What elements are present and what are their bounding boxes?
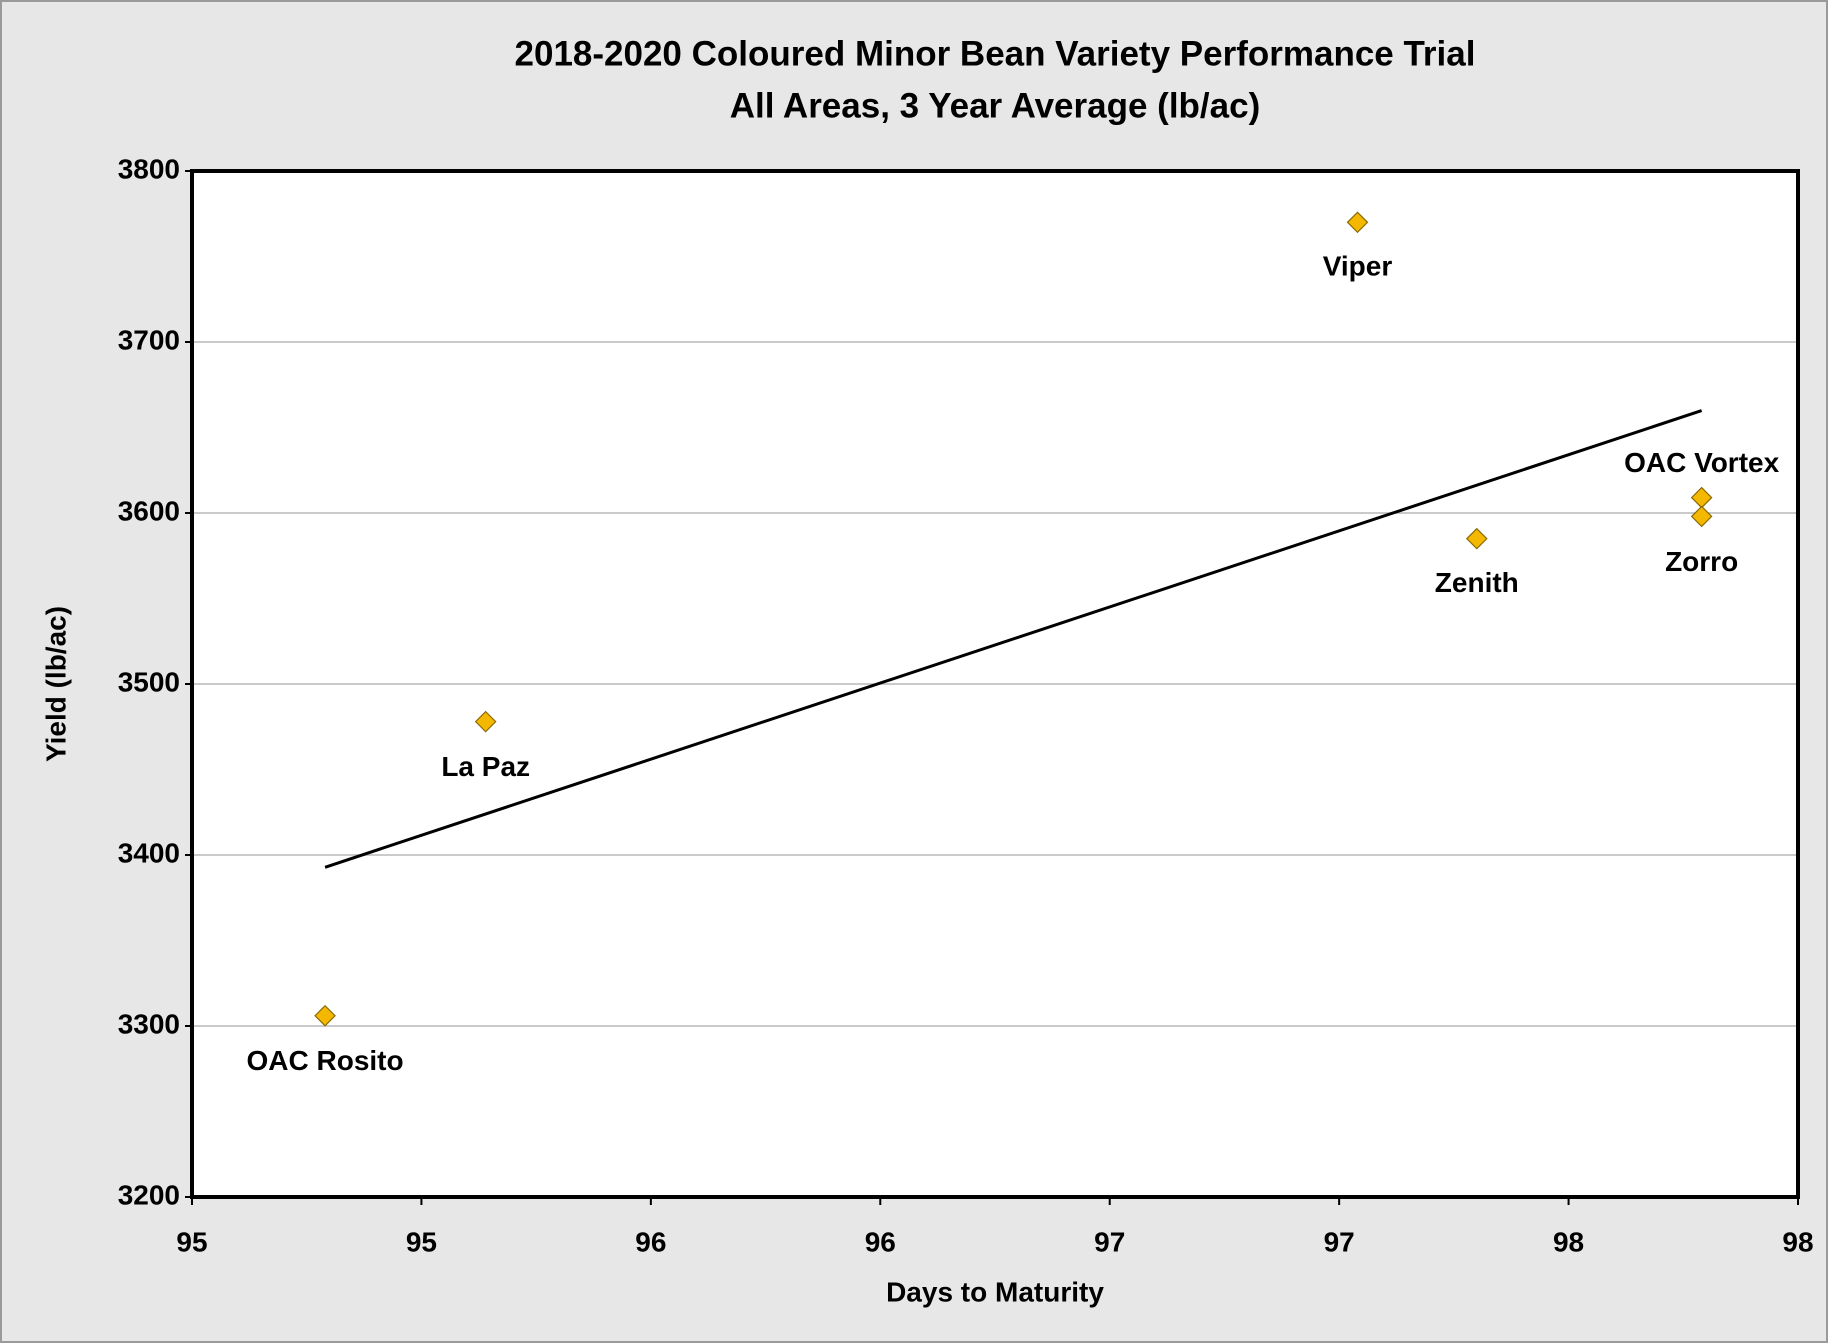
x-tick-label: 95 [176, 1226, 207, 1257]
y-axis-label: Yield (lb/ac) [40, 606, 71, 762]
y-tick-label: 3200 [118, 1179, 180, 1210]
x-tick-label: 97 [1324, 1226, 1355, 1257]
data-label: Viper [1323, 251, 1393, 282]
y-tick-label: 3600 [118, 495, 180, 526]
y-tick-label: 3300 [118, 1008, 180, 1039]
data-label: Zenith [1435, 567, 1519, 598]
y-tick-label: 3800 [118, 153, 180, 184]
chart-subtitle: All Areas, 3 Year Average (lb/ac) [730, 86, 1260, 125]
data-point [474, 710, 497, 733]
data-label: OAC Vortex [1624, 447, 1779, 478]
data-point [1346, 211, 1369, 234]
data-label: Zorro [1665, 546, 1738, 577]
data-label: La Paz [441, 751, 530, 782]
data-label: OAC Rosito [247, 1045, 404, 1076]
x-tick-label: 98 [1553, 1226, 1584, 1257]
x-tick-label: 96 [865, 1226, 896, 1257]
x-tick-label: 95 [406, 1226, 437, 1257]
x-tick-label: 98 [1782, 1226, 1813, 1257]
trendline [324, 409, 1703, 869]
plot-border [190, 169, 1800, 1199]
data-point [314, 1004, 336, 1027]
data-point [1465, 527, 1488, 550]
chart-title: 2018-2020 Coloured Minor Bean Variety Pe… [515, 34, 1476, 73]
x-tick-label: 97 [1094, 1226, 1125, 1257]
x-axis-label: Days to Maturity [886, 1276, 1104, 1307]
y-tick-label: 3400 [118, 837, 180, 868]
y-tick-label: 3700 [118, 324, 180, 355]
y-tick-label: 3500 [118, 666, 180, 697]
data-point [1690, 505, 1713, 528]
x-tick-label: 96 [635, 1226, 666, 1257]
